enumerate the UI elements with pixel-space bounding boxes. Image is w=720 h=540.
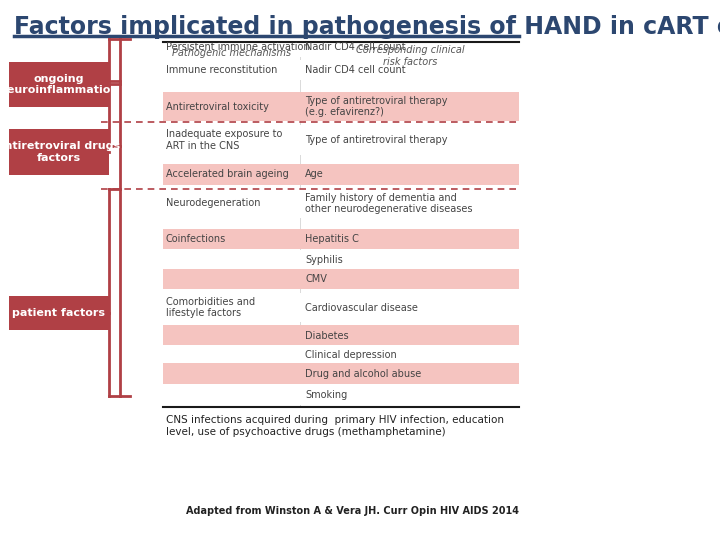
FancyBboxPatch shape xyxy=(163,37,520,57)
Text: antiretroviral drugs
factors: antiretroviral drugs factors xyxy=(0,141,120,163)
Text: patient factors: patient factors xyxy=(12,308,105,318)
FancyBboxPatch shape xyxy=(163,92,520,122)
Text: Pathogenic mechanisms: Pathogenic mechanisms xyxy=(172,48,292,58)
FancyBboxPatch shape xyxy=(9,62,109,107)
FancyBboxPatch shape xyxy=(163,384,520,405)
Text: Nadir CD4 cell count: Nadir CD4 cell count xyxy=(305,65,406,75)
Text: Neurodegeneration: Neurodegeneration xyxy=(166,198,261,208)
Text: Smoking: Smoking xyxy=(305,390,348,400)
Text: Hepatitis C: Hepatitis C xyxy=(305,234,359,244)
Text: Nadir CD4 cell count: Nadir CD4 cell count xyxy=(305,42,406,52)
Text: Diabetes: Diabetes xyxy=(305,330,349,341)
Text: Cardiovascular disease: Cardiovascular disease xyxy=(305,302,418,313)
Text: CMV: CMV xyxy=(305,274,327,284)
FancyBboxPatch shape xyxy=(163,363,520,384)
FancyBboxPatch shape xyxy=(163,293,520,322)
Text: Persistent immune activation: Persistent immune activation xyxy=(166,42,310,52)
Text: Type of antiretroviral therapy
(e.g. efavirenz?): Type of antiretroviral therapy (e.g. efa… xyxy=(305,96,448,118)
FancyBboxPatch shape xyxy=(163,228,520,249)
FancyBboxPatch shape xyxy=(9,295,109,330)
FancyBboxPatch shape xyxy=(163,164,520,185)
FancyBboxPatch shape xyxy=(163,125,520,155)
FancyBboxPatch shape xyxy=(163,188,520,218)
Text: Age: Age xyxy=(305,170,324,179)
Text: Type of antiretroviral therapy: Type of antiretroviral therapy xyxy=(305,135,448,145)
FancyBboxPatch shape xyxy=(163,250,520,271)
FancyBboxPatch shape xyxy=(163,345,520,365)
Text: Factors implicated in pathogenesis of HAND in cART era: Factors implicated in pathogenesis of HA… xyxy=(14,15,720,39)
Text: Inadequate exposure to
ART in the CNS: Inadequate exposure to ART in the CNS xyxy=(166,129,282,151)
Text: Drug and alcohol abuse: Drug and alcohol abuse xyxy=(305,369,421,379)
FancyBboxPatch shape xyxy=(163,60,520,80)
Text: Coinfections: Coinfections xyxy=(166,234,226,244)
Text: Antiretroviral toxicity: Antiretroviral toxicity xyxy=(166,102,269,112)
Text: Corresponding clinical
risk factors: Corresponding clinical risk factors xyxy=(356,45,464,67)
Text: Immune reconstitution: Immune reconstitution xyxy=(166,65,277,75)
Text: Syphilis: Syphilis xyxy=(305,255,343,265)
FancyBboxPatch shape xyxy=(163,269,520,289)
Text: Clinical depression: Clinical depression xyxy=(305,350,397,360)
FancyBboxPatch shape xyxy=(163,325,520,346)
Text: Comorbidities and
lifestyle factors: Comorbidities and lifestyle factors xyxy=(166,297,255,319)
Text: Family history of dementia and
other neurodegenerative diseases: Family history of dementia and other neu… xyxy=(305,193,473,214)
Text: Adapted from Winston A & Vera JH. Curr Opin HIV AIDS 2014: Adapted from Winston A & Vera JH. Curr O… xyxy=(186,507,520,516)
FancyBboxPatch shape xyxy=(9,129,109,174)
Text: CNS infections acquired during  primary HIV infection, education
level, use of p: CNS infections acquired during primary H… xyxy=(166,415,504,437)
Text: ongoing
neuroinflammation: ongoing neuroinflammation xyxy=(0,74,119,96)
Text: Accelerated brain ageing: Accelerated brain ageing xyxy=(166,170,289,179)
